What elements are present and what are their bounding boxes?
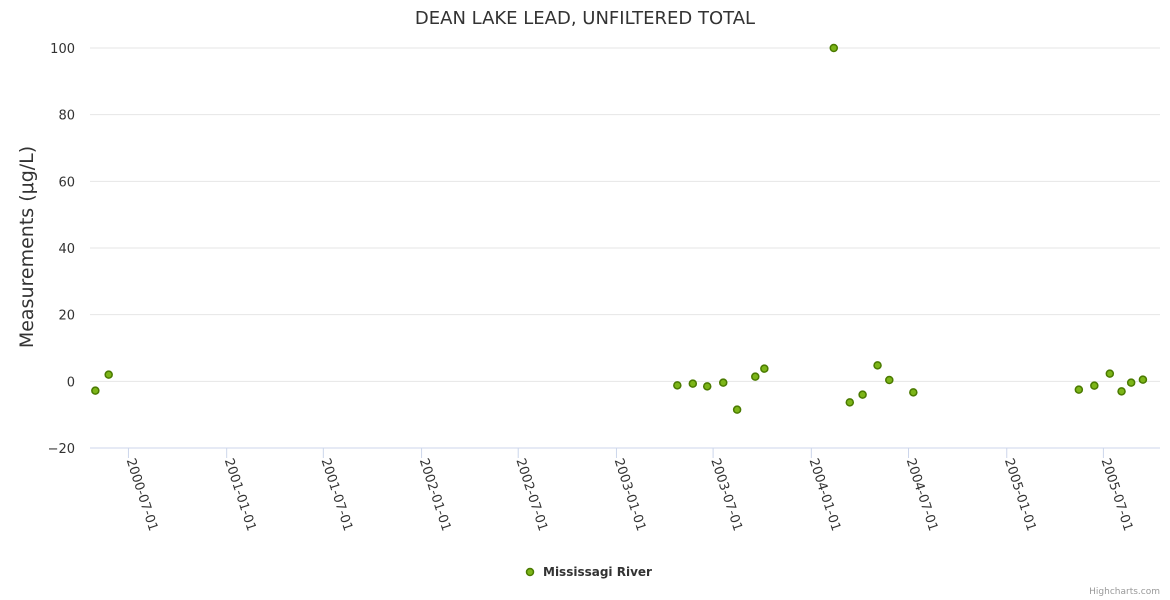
y-tick-label: 100 (50, 42, 75, 57)
data-point[interactable] (91, 386, 100, 395)
data-point[interactable] (1105, 369, 1115, 378)
data-point[interactable] (885, 375, 894, 385)
data-point[interactable] (760, 364, 769, 373)
y-tick-label: −20 (48, 442, 75, 457)
y-axis-ticks: −20 0 20 40 60 80 100 (48, 42, 75, 457)
data-point[interactable] (1117, 387, 1126, 396)
y-tick-label: 40 (58, 242, 75, 257)
data-point[interactable] (702, 382, 712, 391)
data-point[interactable] (718, 378, 728, 387)
legend-marker (525, 567, 535, 577)
data-point[interactable] (1090, 381, 1099, 390)
data-point[interactable] (1074, 385, 1084, 394)
data-point[interactable] (732, 405, 742, 414)
x-tick-label: 2002-07-01 (512, 457, 550, 533)
data-point[interactable] (104, 370, 113, 379)
y-axis-label: Measurements (μg/L) (16, 146, 38, 348)
data-point[interactable] (873, 361, 882, 370)
y-tick-label: 20 (58, 309, 75, 324)
data-point[interactable] (1138, 375, 1148, 384)
x-tick-label: 2004-01-01 (806, 457, 844, 533)
x-axis-ticks: 2000-07-01 2001-01-01 2001-07-01 2002-01-01… (123, 448, 1136, 533)
data-point[interactable] (829, 43, 839, 53)
x-tick-label: 2005-07-01 (1098, 457, 1136, 533)
x-tick-label: 2000-07-01 (123, 457, 161, 533)
data-point[interactable] (845, 398, 855, 407)
x-tick-label: 2001-07-01 (318, 457, 356, 533)
data-point[interactable] (673, 381, 682, 390)
x-tick-label: 2001-01-01 (221, 457, 259, 533)
data-point[interactable] (688, 379, 698, 388)
x-tick-label: 2002-01-01 (416, 457, 454, 533)
x-tick-label: 2003-01-01 (611, 457, 649, 533)
y-tick-label: 80 (58, 109, 75, 124)
data-point[interactable] (858, 390, 867, 399)
y-tick-label: 60 (58, 175, 75, 190)
data-points (91, 43, 1148, 414)
x-tick-label: 2004-07-01 (903, 457, 941, 533)
legend-label: Mississagi River (543, 565, 652, 579)
gridlines (90, 47, 1160, 382)
data-point[interactable] (751, 372, 760, 381)
credits-link[interactable]: Highcharts.com (1089, 587, 1160, 597)
y-tick-label: 0 (67, 375, 75, 390)
x-tick-label: 2005-01-01 (1001, 457, 1039, 533)
chart-title: DEAN LAKE LEAD, UNFILTERED TOTAL (415, 8, 755, 29)
x-tick-label: 2003-07-01 (707, 457, 745, 533)
legend-item[interactable]: Mississagi River (525, 565, 653, 579)
data-point[interactable] (909, 388, 918, 397)
data-point[interactable] (1126, 378, 1136, 387)
